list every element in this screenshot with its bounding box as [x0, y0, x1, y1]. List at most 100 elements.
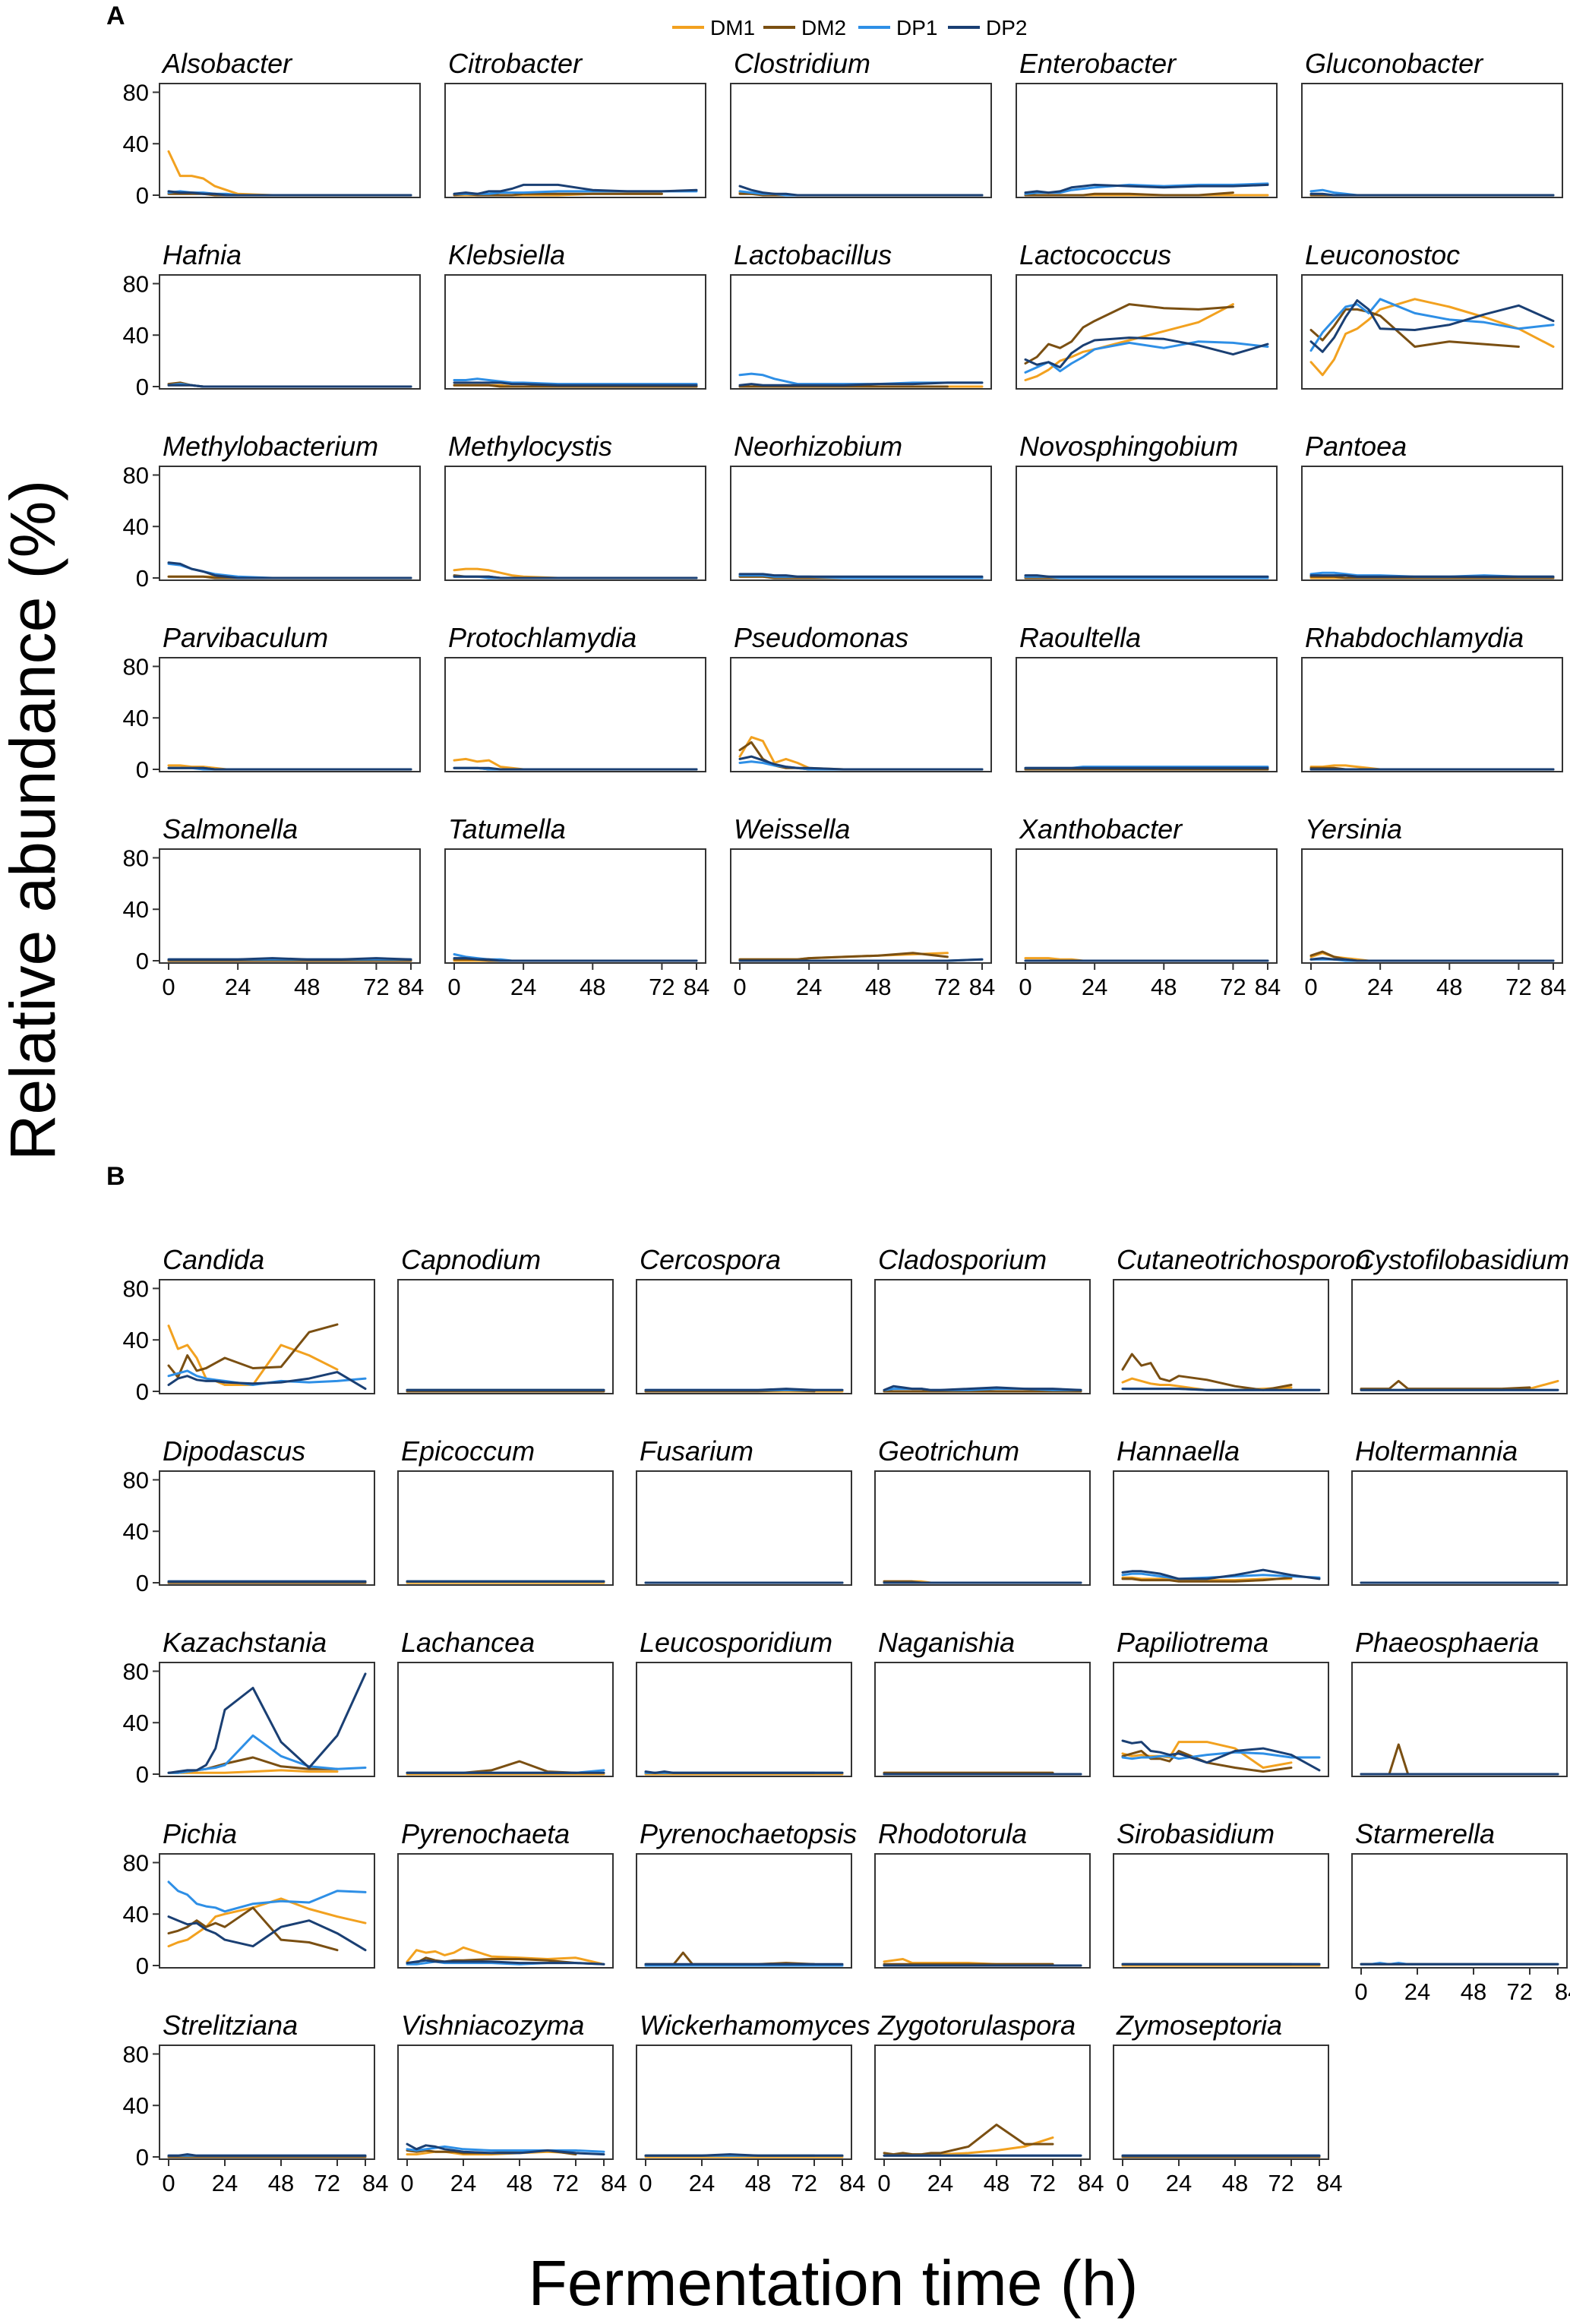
x-tick-label: 0	[162, 974, 175, 1000]
series-line-dm2	[167, 1323, 339, 1378]
facet-title: Methylocystis	[448, 431, 612, 462]
x-tick-label: 84	[839, 2170, 865, 2196]
facet-citrobacter: Citrobacter	[444, 48, 706, 198]
facet-title: Cercospora	[640, 1244, 781, 1275]
facet-title: Kazachstania	[163, 1627, 327, 1658]
x-tick-label: 48	[294, 974, 320, 1000]
series-line-dp2	[167, 1915, 367, 1952]
facet-candida: Candida 0 40 80	[123, 1244, 375, 1405]
y-tick-label: 0	[136, 1761, 149, 1788]
facet-title: Leucosporidium	[640, 1627, 832, 1658]
facet-frame	[159, 1470, 375, 1586]
y-tick-label: 40	[123, 1327, 149, 1353]
facet-frame	[636, 2045, 852, 2160]
series-line-dp2	[644, 1770, 844, 1774]
series-line-dm2	[883, 2123, 1054, 2156]
facet-cladosporium: Cladosporium	[874, 1244, 1091, 1394]
series-line-dp2	[738, 755, 984, 771]
facet-title: Strelitziana	[163, 2010, 298, 2041]
series-line-dp2	[883, 1385, 1082, 1391]
facet-frame	[1351, 1853, 1568, 1969]
facet-title: Lactobacillus	[734, 239, 892, 270]
x-tick-label: 0	[400, 2170, 413, 2196]
facet-title: Hannaella	[1117, 1435, 1240, 1467]
facet-title: Pantoea	[1305, 431, 1407, 462]
y-tick-label: 80	[123, 1467, 149, 1493]
facet-frame	[730, 274, 992, 390]
facet-frame	[874, 2045, 1091, 2160]
y-tick-label: 40	[123, 1518, 149, 1545]
series-line-dp2	[1024, 183, 1269, 194]
facet-title: Enterobacter	[1019, 48, 1177, 79]
series-line-dm2	[1360, 1379, 1531, 1391]
facet-frame	[159, 657, 421, 772]
facet-frame	[1301, 657, 1563, 772]
facet-frame	[444, 83, 706, 198]
facet-hannaella: Hannaella	[1113, 1435, 1329, 1586]
facet-title: Alsobacter	[161, 48, 293, 79]
x-tick-label: 84	[969, 974, 995, 1000]
x-tick-label: 72	[1220, 974, 1246, 1000]
x-tick-label: 84	[362, 2170, 388, 2196]
facet-capnodium: Capnodium	[397, 1244, 614, 1394]
series-line-dp2	[167, 384, 412, 388]
facet-gluconobacter: Gluconobacter	[1301, 48, 1563, 198]
x-tick-label: 48	[268, 2170, 294, 2196]
panel-letter: B	[106, 1162, 125, 1191]
facet-frame	[1016, 657, 1278, 772]
y-tick-label: 40	[123, 513, 149, 540]
facet-frame	[1113, 1853, 1329, 1969]
series-line-dp2	[644, 1388, 844, 1391]
x-tick-label: 24	[225, 974, 251, 1000]
facet-frame	[444, 466, 706, 581]
facet-frame	[1301, 466, 1563, 581]
series-line-dp2	[167, 2153, 367, 2157]
facet-protochlamydia: Protochlamydia	[444, 622, 706, 772]
legend-label-dp1: DP1	[896, 16, 937, 39]
series-line-dp1	[167, 1734, 367, 1774]
legend-label-dp2: DP2	[986, 16, 1027, 39]
legend-label-dm2: DM2	[801, 16, 846, 39]
x-tick-label: 72	[934, 974, 960, 1000]
facet-klebsiella: Klebsiella	[444, 239, 706, 390]
facet-frame	[1301, 274, 1563, 390]
series-line-dp2	[406, 1959, 605, 1966]
facet-epicoccum: Epicoccum	[397, 1435, 614, 1586]
facet-leuconostoc: Leuconostoc	[1301, 239, 1563, 390]
y-tick-label: 0	[136, 182, 149, 209]
facet-methylocystis: Methylocystis	[444, 431, 706, 581]
facet-title: Xanthobacter	[1019, 813, 1183, 845]
x-tick-label: 48	[1436, 974, 1462, 1000]
y-tick-label: 80	[123, 2041, 149, 2067]
y-tick-label: 80	[123, 462, 149, 488]
x-tick-label: 24	[927, 2170, 953, 2196]
y-tick-label: 40	[123, 322, 149, 349]
y-tick-label: 40	[123, 896, 149, 923]
facet-pichia: Pichia 0 40 80	[123, 1818, 375, 1979]
series-line-dp1	[167, 1880, 367, 1913]
x-tick-label: 84	[1255, 974, 1281, 1000]
series-line-dm2	[738, 952, 949, 961]
facet-frame	[159, 848, 421, 964]
series-line-dp2	[738, 185, 984, 197]
facet-title: Epicoccum	[401, 1435, 535, 1467]
x-tick-label: 24	[1367, 974, 1393, 1000]
facet-fusarium: Fusarium	[636, 1435, 852, 1586]
y-tick-label: 80	[123, 1275, 149, 1302]
y-tick-label: 80	[123, 653, 149, 680]
series-line-dp2	[1309, 299, 1555, 353]
x-tick-label: 48	[984, 2170, 1009, 2196]
facet-pyrenochaeta: Pyrenochaeta	[397, 1818, 614, 1969]
y-tick-label: 80	[123, 79, 149, 106]
facet-frame	[1351, 1279, 1568, 1394]
facet-hafnia: Hafnia 0 40 80	[123, 239, 421, 400]
facet-holtermannia: Holtermannia	[1351, 1435, 1568, 1586]
series-line-dm2	[453, 384, 698, 388]
facet-title: Wickerhamomyces	[640, 2010, 870, 2041]
facet-xanthobacter: Xanthobacter 0 24 48 72 84	[1016, 813, 1281, 1000]
facet-rhodotorula: Rhodotorula	[874, 1818, 1091, 1969]
x-tick-label: 72	[314, 2170, 340, 2196]
facet-frame	[730, 83, 992, 198]
facet-weissella: Weissella 0 24 48 72 84	[730, 813, 995, 1000]
facet-frame	[159, 2045, 375, 2160]
